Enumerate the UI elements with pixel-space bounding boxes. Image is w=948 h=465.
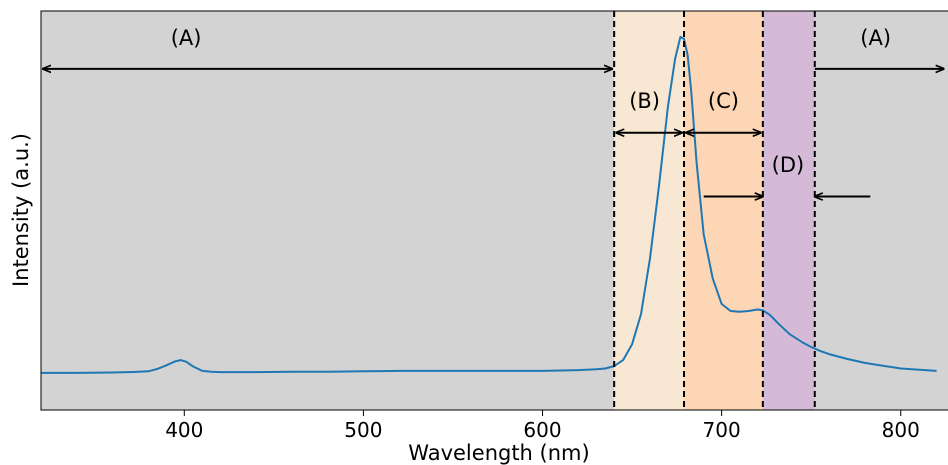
x-tick-label: 400 (165, 418, 203, 442)
region-band (41, 11, 615, 410)
x-axis-label: Wavelength (nm) (408, 441, 589, 465)
x-tick-label: 500 (344, 418, 382, 442)
series-layer (41, 35, 937, 374)
x-tick-label: 700 (703, 418, 741, 442)
plot-frame (40, 10, 948, 411)
region-band (762, 11, 815, 410)
region-annotation: (B) (629, 89, 660, 113)
region-annotation: (A) (171, 26, 202, 50)
shaded-regions (41, 11, 948, 410)
y-axis-label: Intensity (a.u.) (9, 133, 33, 287)
region-band (684, 11, 763, 410)
region-annotation: (D) (772, 153, 805, 177)
x-tick-label: 800 (882, 418, 920, 442)
region-annotation: (A) (860, 26, 891, 50)
region-boundaries (613, 11, 816, 410)
region-annotation: (C) (708, 89, 739, 113)
spectrum-line (41, 35, 937, 374)
x-tick-label: 600 (523, 418, 561, 442)
x-axis-ticks: 400 500 600 700 800 (165, 410, 920, 442)
region-arrows (43, 69, 944, 197)
region-annotations: (A) (B) (C) (D) (A) (171, 26, 891, 177)
region-band (814, 11, 948, 410)
